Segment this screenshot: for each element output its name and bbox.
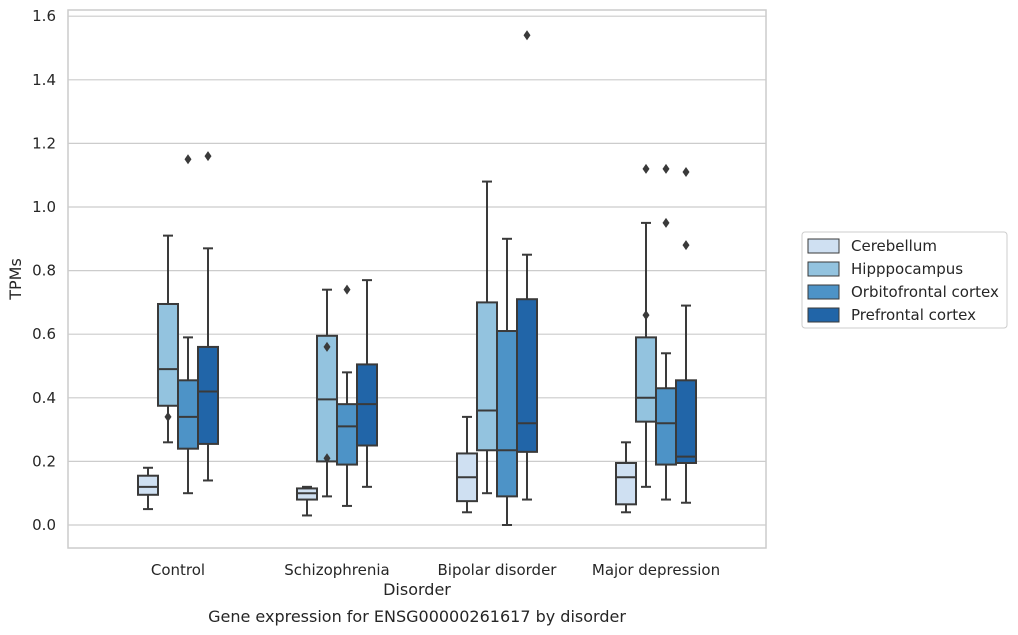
- outlier-point: [184, 154, 192, 165]
- legend-swatch: [807, 261, 840, 277]
- box-iqr: [197, 345, 219, 445]
- box-plot: [157, 234, 179, 444]
- box-plot: [476, 180, 498, 495]
- box-iqr: [177, 379, 199, 450]
- x-axis-label: Disorder: [383, 580, 451, 599]
- legend-label: Hipppocampus: [851, 260, 963, 278]
- y-tick-labels: 0.0 0.2 0.4 0.6 0.8 1.0 1.2 1.4 1.6: [32, 7, 56, 534]
- y-tick-label: 1.6: [32, 7, 56, 25]
- x-tick-label: Major depression: [592, 561, 720, 579]
- outlier-point: [343, 284, 351, 295]
- plot-area-frame: [67, 9, 767, 549]
- y-tick-label: 0.0: [32, 516, 56, 534]
- x-tick-label: Control: [151, 561, 205, 579]
- outlier-point: [523, 30, 531, 41]
- outlier-point: [164, 411, 172, 422]
- box-iqr: [675, 379, 697, 464]
- y-tick-label: 1.2: [32, 134, 56, 152]
- box-plot: [456, 415, 478, 514]
- legend-label: Prefrontal cortex: [851, 306, 976, 324]
- box-iqr: [635, 336, 657, 423]
- legend: Cerebellum Hipppocampus Orbitofrontal cort…: [801, 231, 1008, 329]
- outlier-point: [642, 163, 650, 174]
- series-prefrontal-cortex: [197, 30, 697, 504]
- y-tick-label: 0.8: [32, 262, 56, 280]
- box-plot: [336, 284, 358, 507]
- box-plot: [356, 279, 378, 488]
- outlier-point: [662, 163, 670, 174]
- box-iqr: [615, 461, 637, 506]
- series-orbitofrontal-cortex: [177, 154, 677, 526]
- box-plot: [177, 154, 199, 495]
- box-plot: [655, 163, 677, 501]
- outlier-point: [323, 341, 331, 352]
- box-series: [137, 30, 697, 526]
- box-iqr: [655, 387, 677, 466]
- x-tick-label: Bipolar disorder: [438, 561, 558, 579]
- box-plot: [635, 163, 657, 488]
- box-iqr: [476, 301, 498, 452]
- series-hipppocampus: [157, 163, 657, 498]
- y-tick-label: 1.0: [32, 198, 56, 216]
- outlier-point: [323, 453, 331, 464]
- y-tick-label: 0.2: [32, 452, 56, 470]
- box-iqr: [137, 474, 159, 496]
- chart-caption: Gene expression for ENSG00000261617 by d…: [208, 607, 626, 626]
- box-plot: [197, 151, 219, 482]
- box-plot: [516, 30, 538, 501]
- box-plot: [675, 167, 697, 504]
- legend-swatch: [807, 307, 840, 323]
- box-iqr: [496, 330, 518, 498]
- y-axis-label: TPMs: [6, 258, 25, 301]
- y-tick-label: 0.6: [32, 325, 56, 343]
- box-plot: [296, 485, 318, 517]
- legend-swatch: [807, 238, 840, 254]
- y-tick-label: 0.4: [32, 389, 56, 407]
- legend-frame: [801, 231, 1008, 329]
- legend-label: Cerebellum: [851, 237, 937, 255]
- box-plot: [137, 466, 159, 511]
- outlier-point: [662, 217, 670, 228]
- outlier-point: [682, 240, 690, 251]
- box-iqr: [157, 302, 179, 407]
- box-plot: [316, 288, 338, 498]
- box-plot: [615, 441, 637, 514]
- box-iqr: [336, 403, 358, 466]
- x-tick-label: Schizophrenia: [284, 561, 389, 579]
- legend-swatch: [807, 284, 840, 300]
- x-tick-labels: Control Schizophrenia Bipolar disorder Majo…: [151, 561, 720, 579]
- box-plot: [496, 237, 518, 526]
- outlier-point: [682, 167, 690, 178]
- outlier-point: [642, 310, 650, 321]
- series-cerebellum: [137, 415, 637, 517]
- y-tick-label: 1.4: [32, 71, 56, 89]
- outlier-point: [204, 151, 212, 162]
- box-iqr: [516, 298, 538, 453]
- legend-label: Orbitofrontal cortex: [851, 283, 999, 301]
